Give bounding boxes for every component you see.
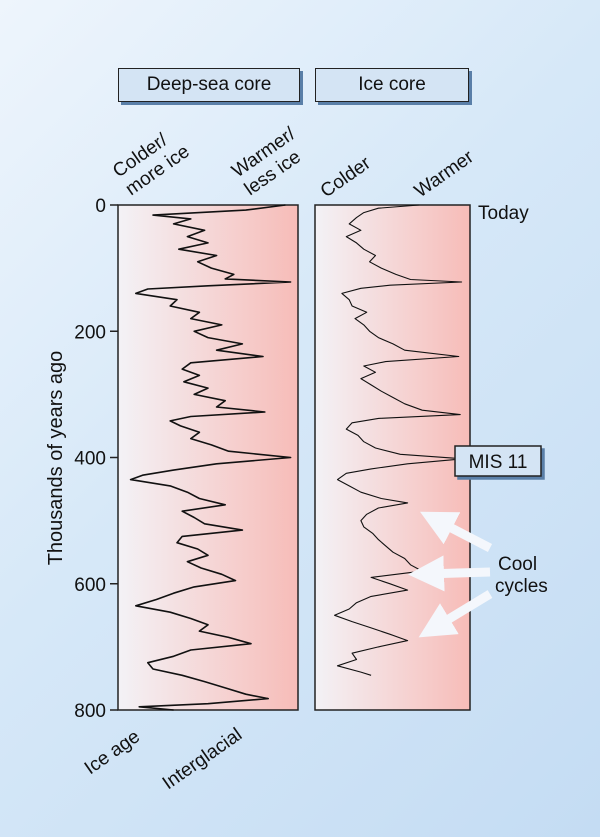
mis11-box: [454, 445, 542, 477]
y-axis-label: Thousands of years ago: [45, 351, 67, 566]
ice-warmer-label: Warmer: [411, 146, 478, 202]
ice-age-label: Ice age: [81, 726, 144, 779]
ice-core-series-line: [334, 204, 464, 676]
arrow-icon: [420, 511, 493, 552]
ice-core-title: Ice core: [358, 74, 426, 95]
cool-cycles-arrows: [408, 511, 493, 638]
mis11-label: MIS 11: [469, 452, 528, 473]
ice-core-header: Ice core: [315, 68, 469, 102]
deep-colder-label: Colder/ more ice: [109, 129, 193, 200]
cool-cycles-line1: Cool: [498, 554, 537, 575]
y-axis: 0 200 400 600 800: [74, 196, 118, 722]
y-tick-label: 0: [95, 196, 106, 217]
y-tick-label: 200: [74, 322, 106, 343]
y-tick-label: 600: [74, 575, 106, 596]
arrow-icon: [408, 555, 491, 592]
y-tick-label: 400: [74, 449, 106, 470]
deep-sea-core-title: Deep-sea core: [146, 74, 272, 95]
deep-warmer-label: Warmer/ less ice: [228, 123, 305, 200]
cool-cycles-line2: cycles: [495, 576, 548, 597]
ice-colder-label: Colder: [317, 152, 375, 202]
deep-sea-series-line: [129, 204, 292, 711]
today-label: Today: [478, 203, 529, 224]
y-tick-label: 800: [74, 701, 106, 722]
interglacial-label: Interglacial: [159, 724, 246, 794]
deep-sea-core-header: Deep-sea core: [118, 68, 300, 102]
arrow-icon: [418, 590, 493, 638]
